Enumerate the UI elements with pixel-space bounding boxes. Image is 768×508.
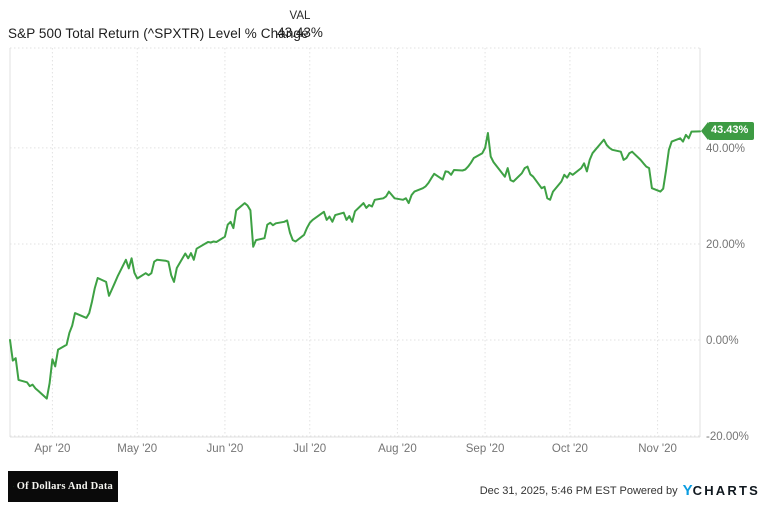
x-tick-label: Sep '20	[466, 443, 505, 455]
x-tick-label: Jun '20	[207, 443, 244, 455]
timestamp: Dec 31, 2025, 5:46 PM EST Powered by	[479, 484, 678, 497]
y-tick-label: 0.00%	[706, 335, 739, 347]
logo-text: Of Dollars And Data	[16, 481, 113, 492]
x-tick-label: Oct '20	[552, 443, 588, 455]
x-tick-label: Apr '20	[34, 443, 70, 455]
x-tick-label: Jul '20	[293, 443, 326, 455]
badge-value: 43.43%	[708, 122, 755, 141]
y-tick-label: -20.00%	[706, 431, 749, 443]
price-line	[9, 130, 701, 400]
line-chart: Apr '20 May '20 Jun '20 Jul '20 Aug '20 Sep '…	[9, 47, 749, 455]
ycharts-y-glyph: Y	[682, 482, 693, 499]
ycharts-logo: Y CHARTS	[683, 482, 760, 499]
x-tick-label: May '20	[117, 443, 157, 455]
val-column-header: VAL	[289, 10, 311, 22]
dollar-sign-icon	[13, 486, 14, 487]
series-title: S&P 500 Total Return (^SPXTR) Level % Ch…	[8, 26, 309, 41]
y-tick-label: 40.00%	[706, 143, 745, 155]
x-tick-label: Nov '20	[638, 443, 677, 455]
of-dollars-and-data-logo: Of Dollars And Data	[8, 471, 118, 502]
y-tick-label: 20.00%	[706, 239, 745, 251]
val-column: VAL 43.43%	[259, 10, 341, 40]
badge-pointer-icon	[701, 122, 708, 141]
val-current-value: 43.43%	[277, 25, 323, 40]
last-value-badge: 43.43%	[701, 122, 755, 141]
x-tick-label: Aug '20	[378, 443, 417, 455]
attribution: Dec 31, 2025, 5:46 PM EST Powered by Y C…	[480, 482, 760, 499]
ycharts-charts-text: CHARTS	[692, 483, 760, 498]
